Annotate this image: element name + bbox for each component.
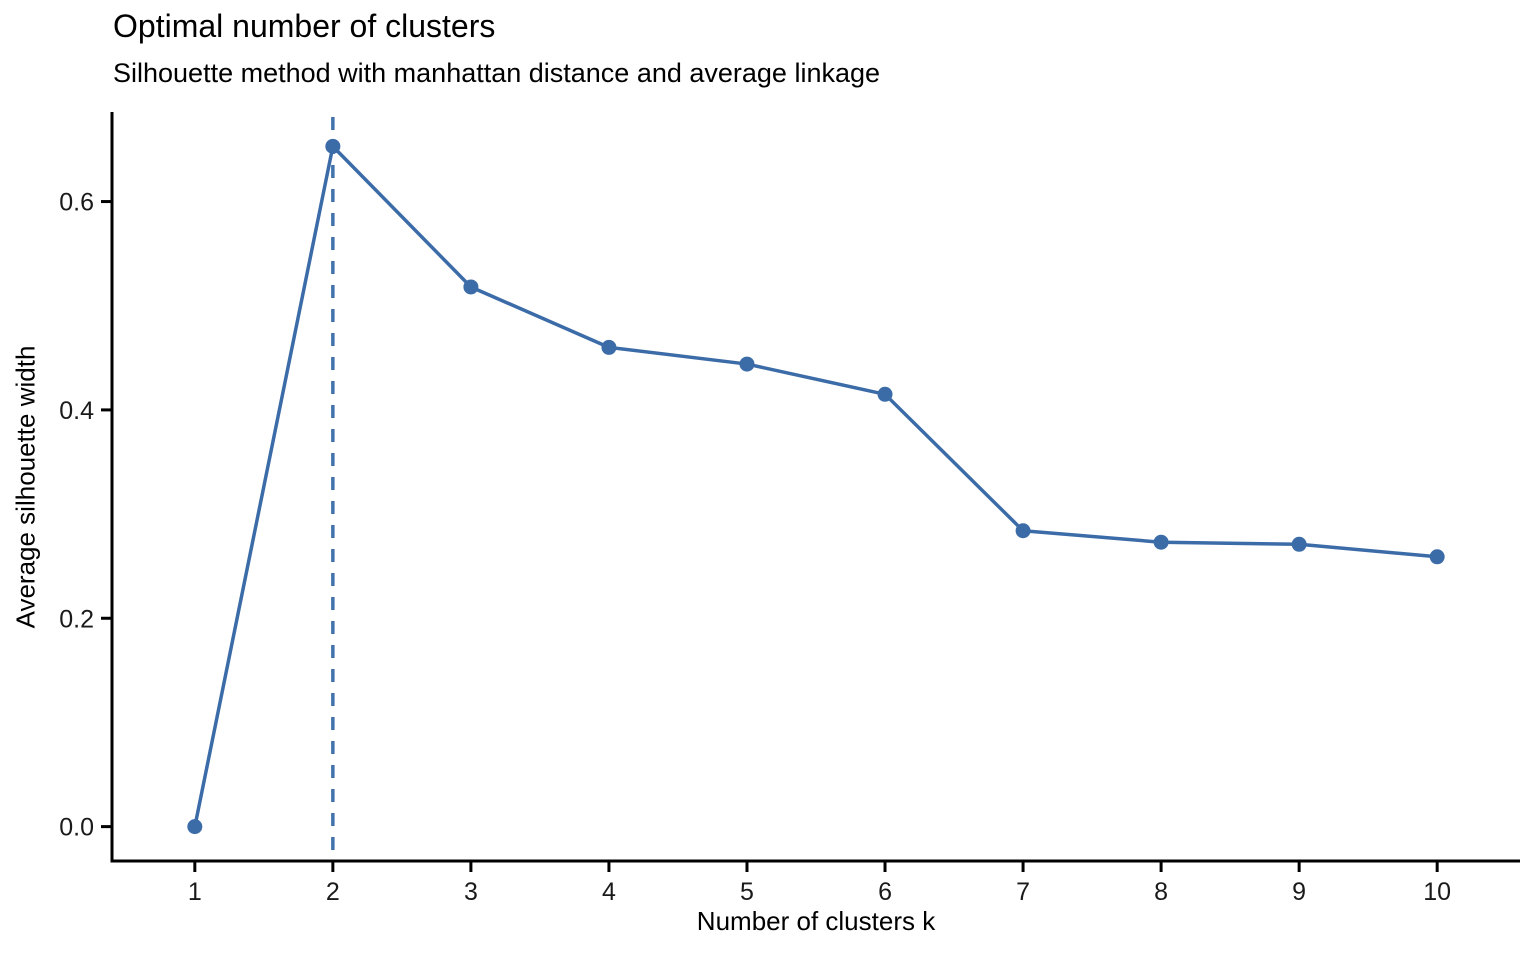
x-axis-title: Number of clusters k (696, 906, 936, 936)
y-tick-label: 0.0 (59, 814, 94, 842)
data-point-k7 (1015, 523, 1031, 539)
y-tick-label: 0.2 (59, 605, 94, 633)
data-point-k2 (325, 138, 341, 154)
data-point-k6 (877, 386, 893, 402)
x-tick-label: 10 (1423, 878, 1451, 906)
chart-title: Optimal number of clusters (113, 8, 496, 44)
data-point-k8 (1153, 534, 1169, 550)
chart-subtitle: Silhouette method with manhattan distanc… (113, 58, 881, 88)
data-point-k1 (187, 819, 203, 835)
x-tick-label: 3 (464, 878, 478, 906)
x-tick-label: 7 (1016, 878, 1030, 906)
y-tick-label: 0.4 (59, 397, 94, 425)
data-point-k5 (739, 356, 755, 372)
data-point-k9 (1291, 536, 1307, 552)
x-tick-label: 6 (878, 878, 892, 906)
x-tick-label: 9 (1292, 878, 1306, 906)
data-point-k10 (1429, 549, 1445, 565)
x-tick-label: 2 (326, 878, 340, 906)
data-point-k3 (463, 279, 479, 295)
y-tick-label: 0.6 (59, 189, 94, 217)
y-axis-title: Average silhouette width (10, 345, 41, 629)
data-point-k4 (601, 339, 617, 355)
x-tick-label: 4 (602, 878, 616, 906)
x-tick-label: 8 (1154, 878, 1168, 906)
x-tick-label: 5 (740, 878, 754, 906)
silhouette-width-line (193, 144, 1439, 829)
x-tick-label: 1 (188, 878, 202, 906)
